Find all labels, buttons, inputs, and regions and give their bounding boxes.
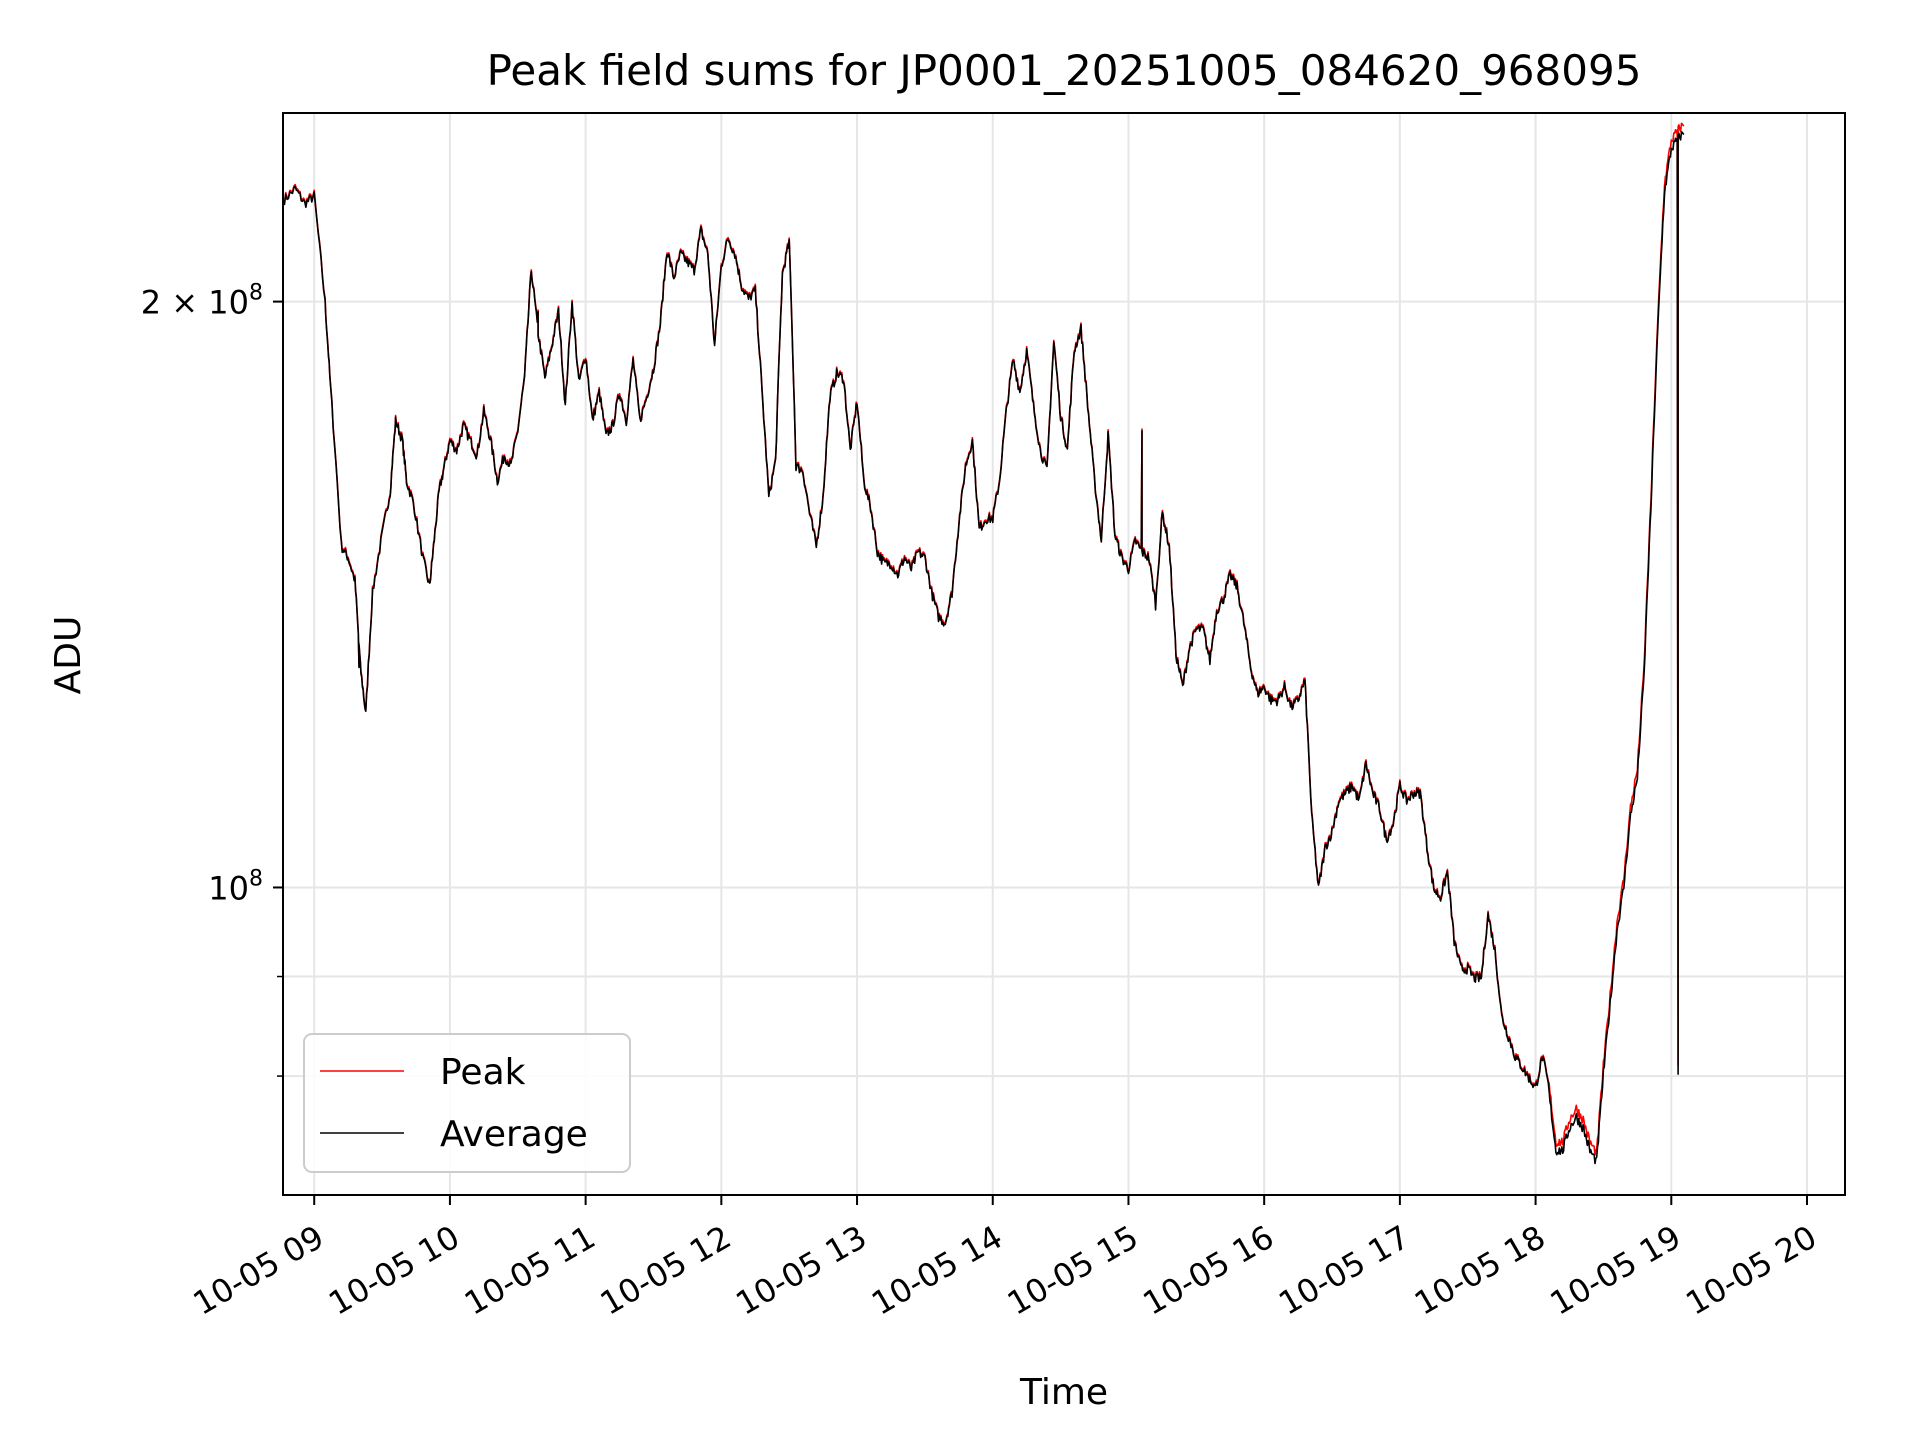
- series-layer: [283, 122, 1685, 1165]
- y-tick-label: 2 × 108: [141, 281, 263, 322]
- y-axis-ticks: 108 2 × 108: [141, 281, 283, 1077]
- y-axis-label: ADU: [48, 616, 89, 695]
- x-axis-label: Time: [1019, 1372, 1108, 1413]
- x-tick-label: 10-05 12: [594, 1218, 738, 1323]
- x-tick-label: 10-05 15: [1001, 1218, 1145, 1323]
- x-tick-label: 10-05 17: [1272, 1218, 1416, 1323]
- x-tick-label: 10-05 10: [322, 1218, 466, 1323]
- x-tick-label: 10-05 11: [458, 1218, 602, 1323]
- x-tick-label: 10-05 19: [1544, 1218, 1688, 1323]
- y-tick-label: 108: [208, 866, 263, 907]
- x-tick-label: 10-05 18: [1408, 1218, 1552, 1323]
- series-line-peak: [283, 122, 1685, 1156]
- legend: Peak Average: [303, 1033, 631, 1173]
- x-tick-label: 10-05 14: [865, 1218, 1009, 1323]
- x-tick-label: 10-05 16: [1137, 1218, 1281, 1323]
- chart-title: Peak field sums for JP0001_20251005_0846…: [487, 46, 1642, 95]
- plot-frame: [282, 112, 1846, 1196]
- legend-label-peak: Peak: [440, 1052, 526, 1093]
- x-tick-label: 10-05 09: [187, 1218, 331, 1323]
- legend-label-average: Average: [440, 1114, 588, 1155]
- series-line-average: [283, 131, 1685, 1165]
- x-tick-label: 10-05 13: [729, 1218, 873, 1323]
- legend-box: [303, 1033, 631, 1173]
- grid-lines: [283, 113, 1845, 1195]
- x-tick-label: 10-05 20: [1679, 1218, 1823, 1323]
